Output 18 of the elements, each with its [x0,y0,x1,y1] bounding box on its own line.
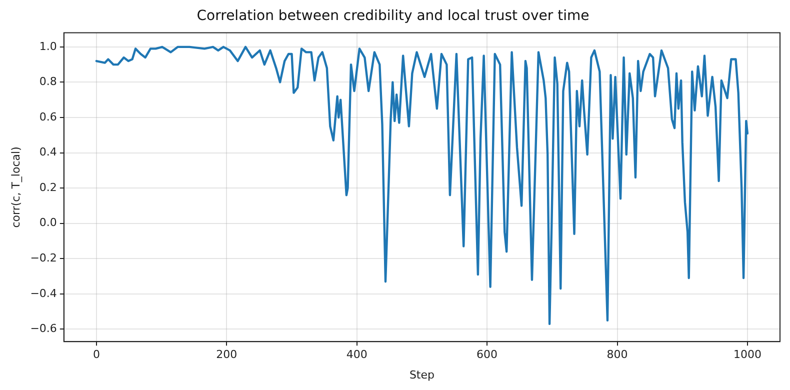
y-tick-label: 0.4 [39,146,57,159]
y-axis-title: corr(c, T_local) [9,146,22,228]
y-tick-label: 0.8 [39,75,57,88]
chart-title: Correlation between credibility and local trust over time [196,8,590,24]
y-tick-label: −0.2 [30,252,57,265]
y-tick-label: −0.4 [30,286,57,300]
y-tick-label: 0.6 [39,110,57,124]
x-axis-title: Step [409,368,434,382]
x-tick-label: 600 [476,348,498,362]
y-tick-label: 0.0 [39,216,57,230]
x-tick-label: 400 [346,348,368,362]
y-tick-label: −0.6 [30,322,57,336]
x-tick-label: 1000 [733,348,762,362]
x-tick-label: 200 [216,348,238,362]
y-tick-label: 0.2 [39,180,57,194]
x-tick-label: 0 [92,348,100,362]
y-tick-label: 1.0 [39,40,57,53]
x-tick-label: 800 [606,348,628,362]
